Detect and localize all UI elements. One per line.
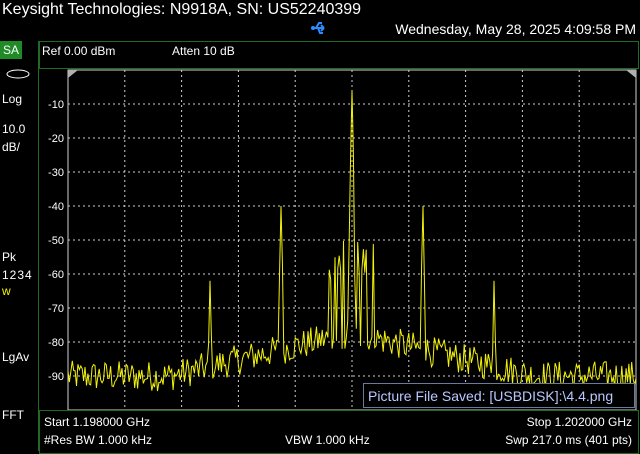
y-tick-label: -90 [48,371,64,383]
corner-marker-left [68,70,78,78]
resolution-bandwidth[interactable]: #Res BW 1.000 kHz [44,433,153,447]
y-tick-label: -30 [48,167,64,179]
y-tick-label: -10 [48,99,64,111]
y-tick-label: -70 [48,303,64,315]
device-title: Keysight Technologies: N9918A, SN: US522… [2,1,362,18]
plot-grid [68,70,636,410]
sweep-time[interactable]: Swp 217.0 ms (401 pts) [505,433,632,447]
average-type: LgAv [2,350,30,364]
y-axis-labels: -10 -20 -30 -40 -50 -60 -70 -80 -90 [48,99,64,383]
ref-level[interactable]: Ref 0.00 dBm [42,44,116,58]
start-frequency[interactable]: Start 1.198000 GHz [44,415,151,429]
y-tick-label: -40 [48,201,64,213]
y-tick-label: -80 [48,337,64,349]
y-tick-label: -60 [48,269,64,281]
scale-type: Log [2,92,23,106]
trace-numbers: 1234 [2,268,33,282]
attenuation[interactable]: Atten 10 dB [172,44,235,58]
y-tick-label: -50 [48,235,64,247]
corner-marker-right [626,70,636,78]
mode-sa-button[interactable]: SA [0,41,22,59]
scale-unit: dB/ [2,140,21,154]
sweep-type: FFT [2,408,24,422]
detector-label: Pk [2,250,17,264]
trace-mode: w [2,284,11,298]
datetime: Wednesday, May 28, 2025 4:09:58 PM [395,21,636,37]
video-bandwidth[interactable]: VBW 1.000 kHz [285,433,370,447]
usb-icon [311,22,325,34]
marker-ellipse-icon [6,69,30,79]
picture-saved-notification: Picture File Saved: [USBDISK]:\4.4.png [363,383,635,408]
left-rail [0,41,39,451]
header-box [39,41,639,69]
stop-frequency[interactable]: Stop 1.202000 GHz [526,415,632,429]
y-tick-label: -20 [48,133,64,145]
scale-value: 10.0 [2,122,26,136]
